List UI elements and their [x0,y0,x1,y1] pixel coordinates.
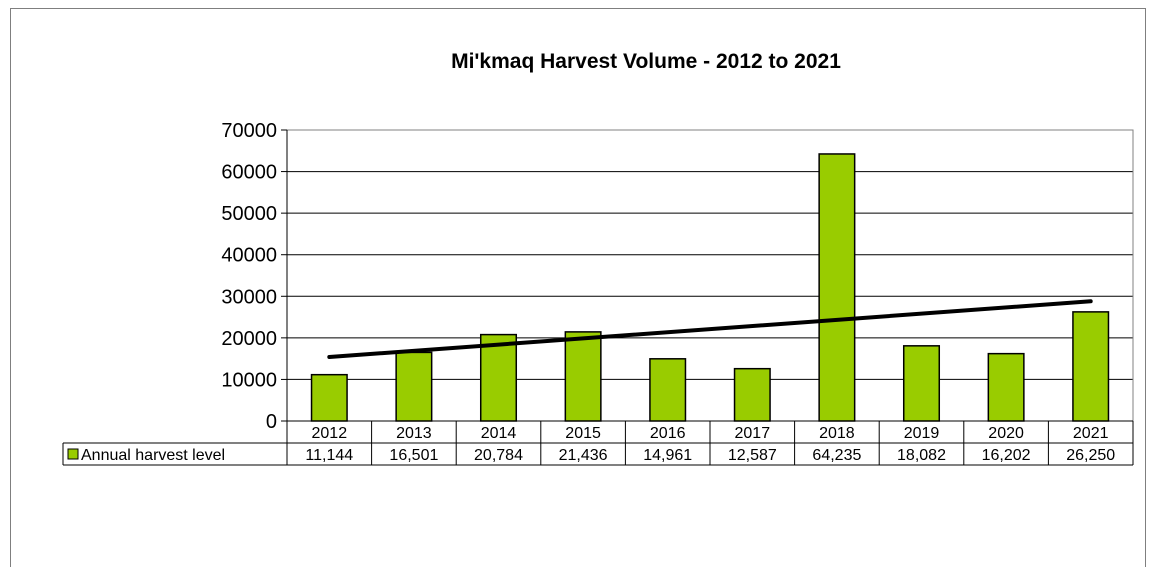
bar-2021 [1072,311,1110,422]
y-tick-label: 0 [266,411,277,433]
category-label: 2017 [735,425,771,442]
y-tick-label: 60000 [221,162,277,184]
chart-frame [10,8,1146,567]
y-axis: 0 10000 20000 30000 40000 50000 60000 70000 [221,120,288,433]
bar-2017 [733,367,771,422]
y-tick-label: 10000 [221,369,277,391]
data-label: 14,961 [643,447,692,464]
category-label: 2018 [819,425,855,442]
category-label: 2016 [650,425,686,442]
bar-2018 [818,153,856,422]
y-tick-label: 70000 [221,120,277,142]
data-label: 11,144 [305,447,353,464]
trendline [327,299,1093,359]
bar-2020 [987,352,1025,422]
category-label: 2021 [1073,425,1109,442]
category-label: 2013 [396,425,432,442]
data-label: 16,501 [389,447,438,464]
data-label: 18,082 [897,447,946,464]
data-label: 64,235 [812,447,861,464]
legend-series-name: Annual harvest level [81,447,225,464]
y-tick-label: 20000 [221,328,277,350]
data-label: 21,436 [559,447,608,464]
y-tick-label: 30000 [221,286,277,308]
data-label: 20,784 [474,447,523,464]
bar-2013 [395,351,433,422]
bar-2012 [310,373,348,422]
data-label: 26,250 [1066,447,1115,464]
bars [310,153,1110,422]
y-tick-label: 40000 [221,245,277,267]
trendline-line [327,299,1093,359]
bar-2014 [479,333,518,422]
category-label: 2020 [988,425,1024,442]
chart-title: Mi'kmaq Harvest Volume - 2012 to 2021 [451,50,841,73]
data-table: 2012 2013 2014 2015 2016 2017 2018 2019 2020 2021… [62,420,1134,466]
category-label: 2015 [565,425,601,442]
data-label: 16,202 [982,447,1031,464]
bar-2015 [564,331,602,422]
legend-key [67,448,79,460]
data-label: 12,587 [728,447,777,464]
bar-2019 [902,345,941,422]
y-tick-label: 50000 [221,203,277,225]
category-label: 2014 [481,425,517,442]
category-label: 2012 [312,425,348,442]
bar-2016 [649,358,687,422]
category-label: 2019 [904,425,940,442]
